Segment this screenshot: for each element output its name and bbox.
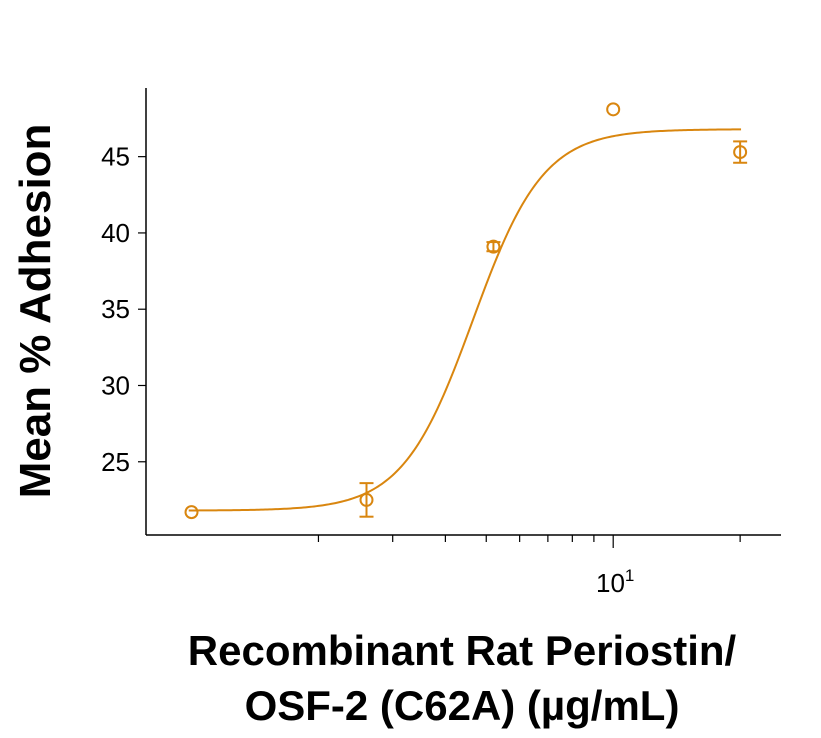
y-tick-label: 30 [101, 370, 130, 400]
x-axis-label-line-1: Recombinant Rat Periostin/ [188, 627, 737, 674]
data-marker [733, 145, 748, 160]
fit-curve [188, 128, 742, 512]
x-axis-label-line-2: OSF-2 (C62A) (µg/mL) [245, 682, 680, 729]
y-tick-label: 35 [101, 294, 130, 324]
data-marker [184, 505, 199, 520]
x-tick-label: 101 [596, 566, 634, 598]
data-point [606, 102, 621, 117]
data-points [184, 102, 748, 520]
data-marker [359, 492, 374, 507]
data-marker [486, 239, 501, 254]
axes [145, 88, 781, 536]
y-tick-label: 40 [101, 218, 130, 248]
data-point [359, 482, 374, 518]
data-marker [606, 102, 621, 117]
y-tick-label: 45 [101, 142, 130, 172]
data-point [733, 140, 748, 164]
data-point [486, 239, 501, 254]
y-tick-label: 25 [101, 447, 130, 477]
y-axis-label: Mean % Adhesion [11, 124, 60, 499]
x-ticks: 101 [317, 535, 741, 598]
data-point [184, 505, 199, 520]
y-ticks: 25 30 35 40 45 [101, 142, 146, 477]
